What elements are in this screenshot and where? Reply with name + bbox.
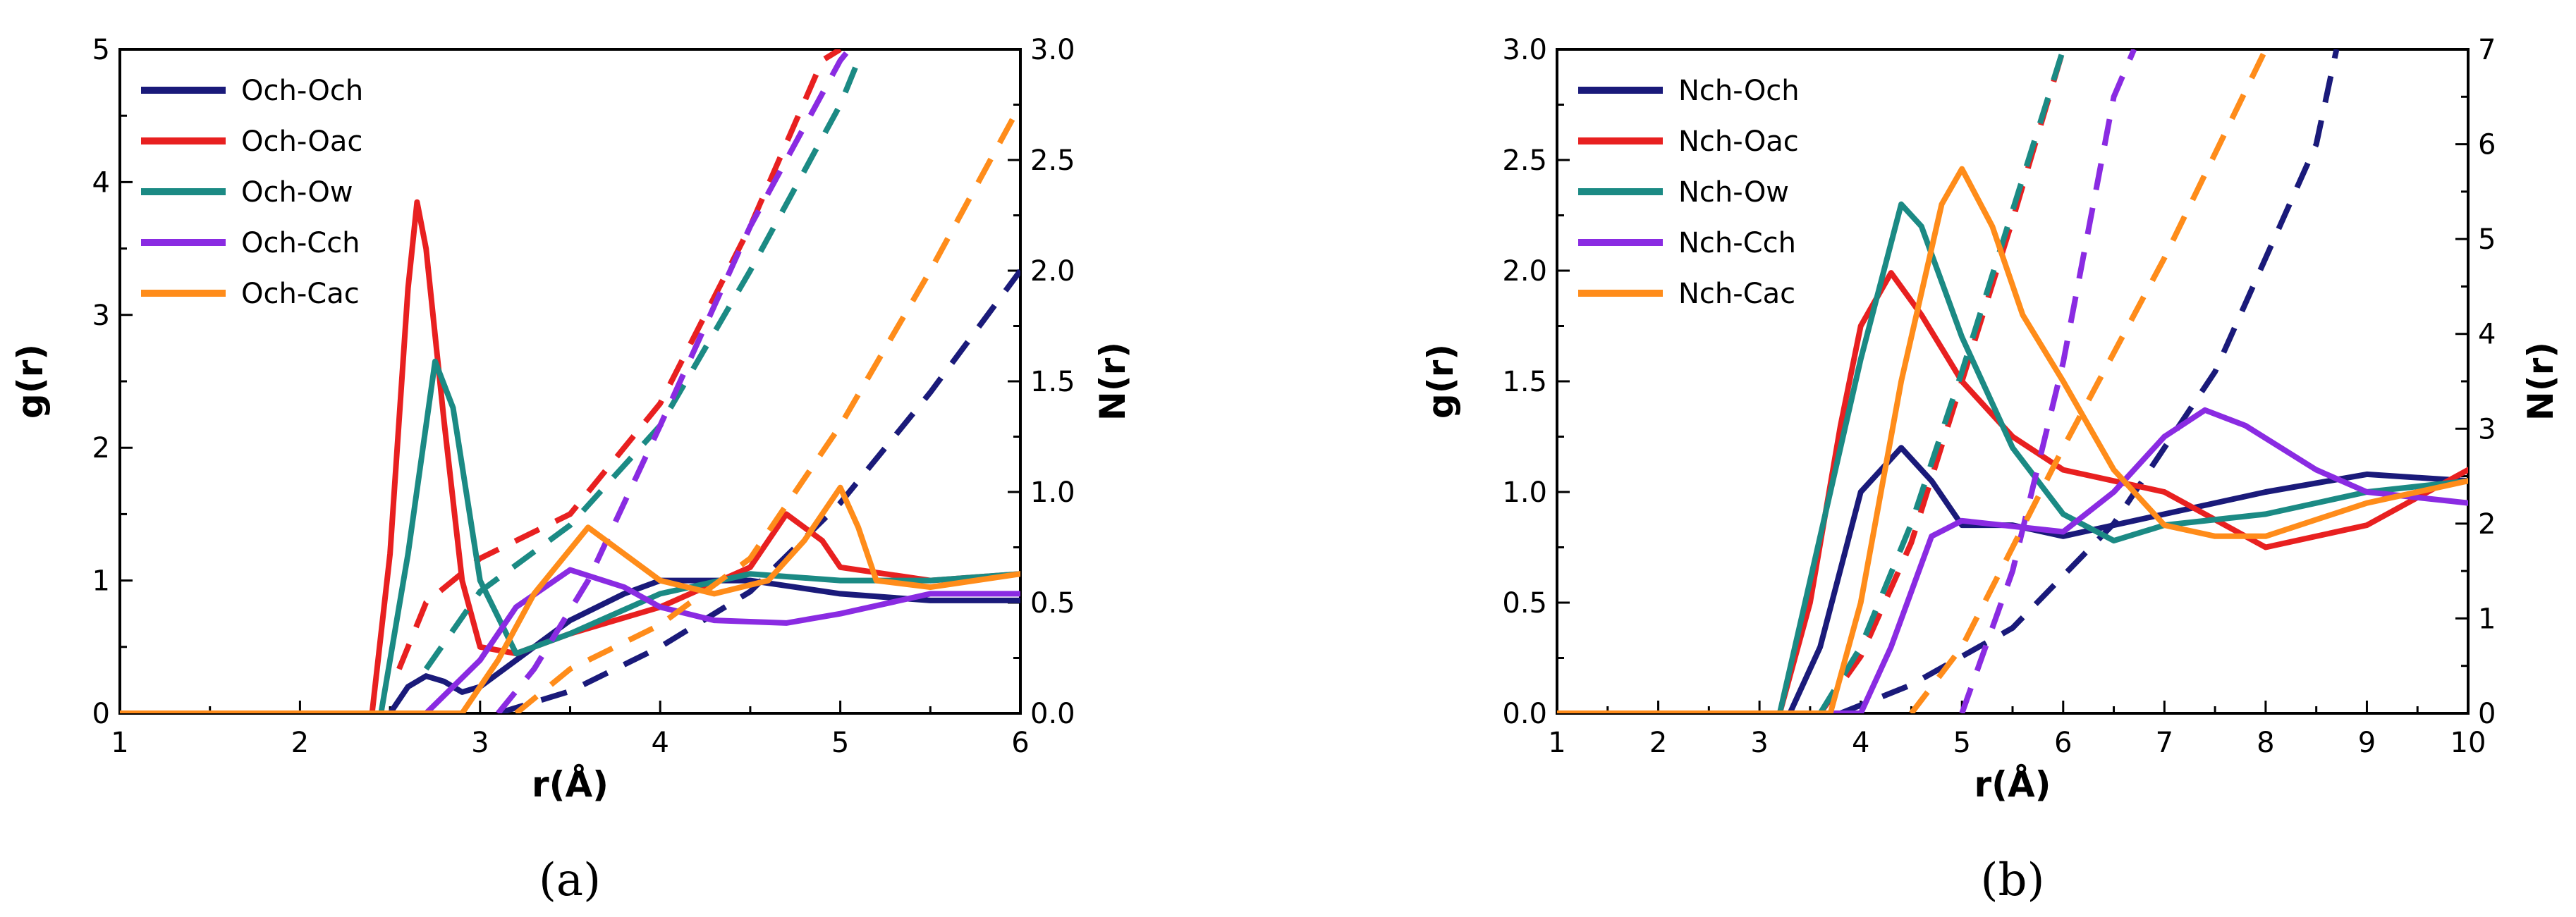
y2-tick-label: 2.0 (1030, 255, 1075, 288)
y-tick-label: 0.5 (1502, 587, 1547, 620)
y-axis-title: g(r) (1420, 344, 1461, 419)
legend-label: Och-Ow (241, 176, 353, 209)
x-tick-label: 9 (2358, 727, 2376, 759)
curves (1557, 49, 2468, 713)
y2-tick-label: 3.0 (1030, 34, 1075, 66)
legend-label: Nch-Ow (1678, 176, 1789, 209)
gr-line-och-och (120, 577, 1020, 713)
legend-label: Och-Cch (241, 227, 360, 259)
y-tick-label: 2.0 (1502, 255, 1547, 288)
gr-line-och-cac (120, 484, 1020, 713)
y-tick-label: 0.0 (1502, 698, 1547, 730)
x-tick-label: 3 (471, 727, 489, 759)
y2-tick-label: 1.0 (1030, 476, 1075, 509)
y-tick-label: 1.0 (1502, 476, 1547, 509)
y2-tick-label: 4 (2478, 319, 2496, 351)
x-tick-label: 6 (2054, 727, 2072, 759)
y2-axis-title: N(r) (2520, 342, 2561, 421)
y2-tick-label: 2 (2478, 508, 2496, 541)
x-tick-label: 1 (111, 727, 128, 759)
x-axis-title: r(Å) (1974, 763, 2051, 805)
y-tick-label: 3.0 (1502, 34, 1547, 66)
y2-axis-title: N(r) (1092, 342, 1133, 421)
gr-line-nch-ow (1557, 201, 2468, 713)
y-tick-label: 2.5 (1502, 144, 1547, 177)
nr-line-och-oac (396, 49, 842, 670)
nr-line-och-och (497, 269, 1020, 713)
nr-line-nch-ow (1817, 49, 2066, 713)
y2-tick-label: 7 (2478, 34, 2496, 66)
y-axis-title: g(r) (10, 344, 51, 419)
y2-tick-label: 0 (2478, 698, 2496, 730)
legend-label: Och-Oac (241, 125, 362, 158)
legend: Och-Och Och-Oac Och-Ow Och-Cch Och-Cac (141, 75, 363, 310)
gr-line-och-ow (120, 358, 1020, 713)
gr-line-nch-oac (1557, 270, 2468, 713)
x-tick-label: 4 (1852, 727, 1869, 759)
x-tick-label: 1 (1548, 727, 1565, 759)
gr-line-nch-och (1557, 445, 2468, 713)
panel-caption: (a) (539, 854, 601, 906)
legend-label: Nch-Och (1678, 75, 1800, 107)
y-tick-label: 1 (92, 565, 110, 598)
y2-tick-label: 3 (2478, 413, 2496, 445)
legend: Nch-Och Nch-Oac Nch-Ow Nch-Cch Nch-Cac (1578, 75, 1800, 310)
gr-line-och-oac (120, 199, 1020, 713)
x-tick-label: 3 (1750, 727, 1768, 759)
nr-line-nch-cch (1959, 49, 2137, 713)
nr-line-nch-och (1839, 49, 2340, 713)
y-tick-label: 2 (92, 432, 110, 464)
curves (120, 49, 1020, 713)
x-tick-label: 8 (2257, 727, 2274, 759)
nr-line-och-cac (514, 103, 1020, 713)
x-tick-label: 5 (831, 727, 849, 759)
y-tick-label: 3 (92, 300, 110, 332)
x-tick-label: 5 (1953, 727, 1970, 759)
x-tick-label: 2 (291, 727, 309, 759)
y2-tick-label: 5 (2478, 223, 2496, 256)
gr-line-nch-cac (1557, 166, 2468, 713)
legend-label: Och-Och (241, 75, 363, 107)
y2-tick-label: 1 (2478, 603, 2496, 635)
panel-caption: (b) (1981, 854, 2045, 906)
y2-tick-label: 6 (2478, 129, 2496, 161)
x-tick-label: 2 (1649, 727, 1667, 759)
y2-tick-label: 2.5 (1030, 144, 1075, 177)
x-tick-label: 7 (2156, 727, 2173, 759)
chart-panel-b: 1 2 3 4 5 6 7 8 9 10 0.0 0.5 1.0 1.5 2.0 2.5 3.0 0 1 2 3 4 5 6 7… (1420, 34, 2561, 906)
gr-line-nch-cch (1557, 407, 2468, 713)
nr-line-nch-cac (1909, 49, 2269, 713)
legend-label: Och-Cac (241, 278, 360, 310)
nr-line-och-cch (496, 49, 852, 713)
x-axis-title: r(Å) (532, 763, 609, 805)
y2-tick-label: 1.5 (1030, 366, 1075, 398)
y-tick-label: 5 (92, 34, 110, 66)
y2-tick-label: 0.5 (1030, 587, 1075, 620)
y2-tick-label: 0.0 (1030, 698, 1075, 730)
legend-label: Nch-Cch (1678, 227, 1796, 259)
legend-label: Nch-Oac (1678, 125, 1799, 158)
y-tick-label: 4 (92, 166, 110, 199)
x-tick-label: 6 (1011, 727, 1029, 759)
y-tick-label: 0 (92, 698, 110, 730)
chart-panel-a: 1 2 3 4 5 60123450.00.51.01.52.02.53.0r(Å)g(r… (10, 34, 1133, 906)
y-tick-label: 1.5 (1502, 366, 1547, 398)
legend-label: Nch-Cac (1678, 278, 1795, 310)
x-tick-label: 4 (651, 727, 669, 759)
x-tick-label: 10 (2450, 727, 2486, 759)
gr-line-och-cch (120, 567, 1020, 713)
